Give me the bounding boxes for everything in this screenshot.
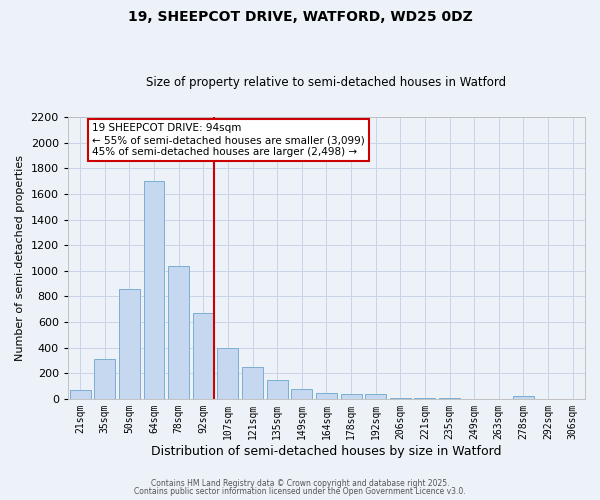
Bar [266, 380, 287, 399]
Bar [70, 390, 91, 399]
Bar [513, 396, 534, 399]
Title: Size of property relative to semi-detached houses in Watford: Size of property relative to semi-detach… [146, 76, 506, 90]
Text: 19 SHEEPCOT DRIVE: 94sqm
← 55% of semi-detached houses are smaller (3,099)
45% o: 19 SHEEPCOT DRIVE: 94sqm ← 55% of semi-d… [92, 124, 365, 156]
Y-axis label: Number of semi-detached properties: Number of semi-detached properties [15, 155, 25, 361]
Text: Contains HM Land Registry data © Crown copyright and database right 2025.: Contains HM Land Registry data © Crown c… [151, 478, 449, 488]
Bar [292, 388, 312, 399]
Bar [193, 313, 214, 399]
X-axis label: Distribution of semi-detached houses by size in Watford: Distribution of semi-detached houses by … [151, 444, 502, 458]
Bar [390, 398, 411, 399]
Bar [94, 359, 115, 399]
Bar [119, 288, 140, 399]
Text: Contains public sector information licensed under the Open Government Licence v3: Contains public sector information licen… [134, 487, 466, 496]
Bar [168, 266, 189, 399]
Bar [217, 348, 238, 399]
Bar [242, 367, 263, 399]
Bar [341, 394, 362, 399]
Bar [365, 394, 386, 399]
Text: 19, SHEEPCOT DRIVE, WATFORD, WD25 0DZ: 19, SHEEPCOT DRIVE, WATFORD, WD25 0DZ [128, 10, 472, 24]
Bar [143, 181, 164, 399]
Bar [316, 393, 337, 399]
Bar [415, 398, 436, 399]
